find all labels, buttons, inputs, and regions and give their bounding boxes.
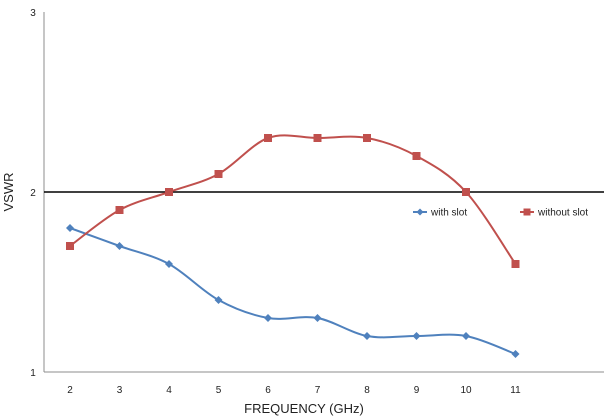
data-point-without-slot-7 [313, 134, 322, 142]
data-point-with-slot-2 [66, 224, 74, 232]
y-axis-label: VSWR [1, 173, 16, 212]
x-tick-label-10: 10 [460, 385, 472, 396]
data-point-without-slot-9 [412, 152, 421, 160]
x-tick-label-6: 6 [265, 385, 271, 396]
x-tick-label-3: 3 [117, 385, 123, 396]
data-point-without-slot-10 [462, 188, 470, 196]
y-tick-labels: 1 2 3 [30, 8, 36, 379]
data-point-without-slot-8 [363, 134, 371, 142]
legend-item-without-slot: without slot [520, 208, 588, 219]
series-line-with-slot [69, 227, 516, 355]
data-point-with-slot-7 [313, 314, 322, 322]
legend-marker-with-slot [416, 208, 424, 216]
x-tick-label-9: 9 [414, 385, 420, 396]
data-point-with-slot-9 [412, 332, 421, 340]
data-point-with-slot-5 [214, 296, 223, 304]
x-tick-label-2: 2 [67, 385, 73, 396]
data-point-with-slot-4 [165, 260, 173, 268]
data-point-without-slot-2 [66, 242, 74, 250]
legend-marker-without-slot [523, 208, 531, 216]
x-tick-labels: 2 3 4 5 6 7 8 9 10 11 [67, 385, 521, 396]
x-tick-label-7: 7 [315, 385, 321, 396]
data-point-with-slot-8 [363, 332, 371, 340]
x-tick-label-4: 4 [166, 385, 172, 396]
data-point-with-slot-10 [462, 332, 470, 340]
data-point-without-slot-3 [115, 206, 124, 214]
legend-label-with-slot: with slot [430, 208, 467, 219]
y-tick-label-3: 3 [30, 8, 36, 19]
data-point-without-slot-6 [264, 134, 272, 142]
y-tick-label-2: 2 [30, 188, 36, 199]
x-tick-label-5: 5 [216, 385, 222, 396]
legend: with slot without slot [413, 208, 588, 219]
x-axis-label: FREQUENCY (GHz) [244, 401, 364, 416]
data-point-without-slot-4 [165, 188, 173, 196]
y-tick-label-1: 1 [30, 368, 36, 379]
data-point-with-slot-11 [511, 350, 520, 358]
data-point-without-slot-11 [511, 260, 520, 268]
data-point-with-slot-6 [264, 314, 272, 322]
x-tick-label-11: 11 [510, 385, 521, 396]
x-tick-label-8: 8 [364, 385, 370, 396]
legend-label-without-slot: without slot [537, 208, 588, 219]
data-point-without-slot-5 [214, 170, 223, 178]
series-layer [66, 134, 520, 358]
legend-item-with-slot: with slot [413, 208, 467, 219]
series-line-without-slot [69, 134, 517, 265]
data-point-with-slot-3 [115, 242, 124, 250]
